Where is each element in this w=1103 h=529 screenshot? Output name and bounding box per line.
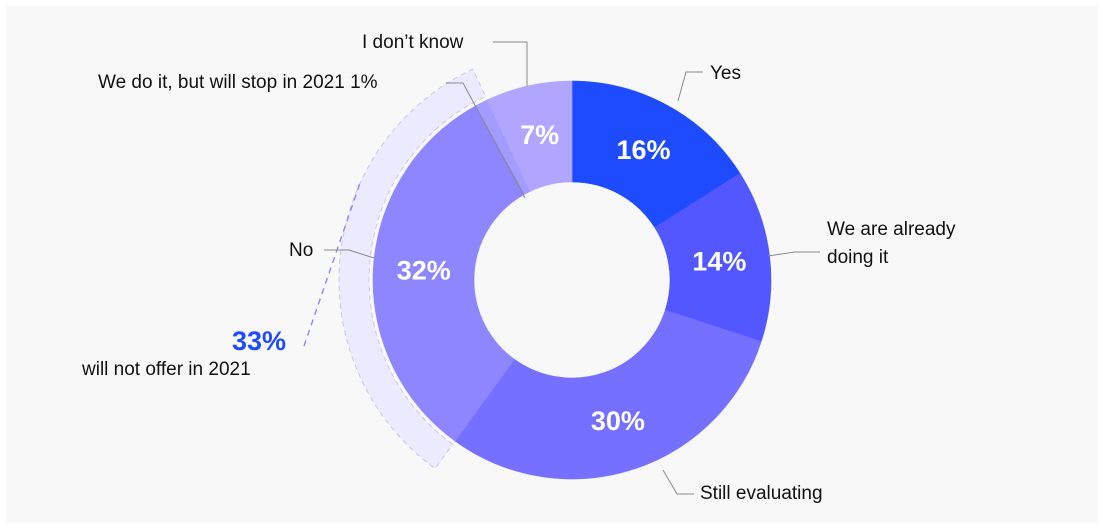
- label-will-stop: We do it, but will stop in 2021 1%: [98, 72, 378, 93]
- label-no: No: [289, 240, 313, 261]
- annotation-value: 33%: [232, 326, 286, 356]
- label-already-line2: doing it: [827, 247, 889, 268]
- label-still-evaluating: Still evaluating: [700, 483, 823, 504]
- leader-yes: [678, 72, 703, 101]
- annotation-text: will not offer in 2021: [81, 359, 251, 380]
- label-yes: Yes: [710, 63, 741, 84]
- chart-panel: 16% 14% 30% 32% 7% Yes We are already doing …: [6, 6, 1098, 523]
- pct-label-dontknow: 7%: [520, 120, 559, 150]
- pct-label-no: 32%: [397, 256, 451, 286]
- slice-evaluating: [455, 310, 761, 479]
- leader-evaluating: [663, 470, 694, 494]
- label-already-line1: We are already: [827, 219, 956, 240]
- pct-label-already: 14%: [692, 246, 746, 276]
- pct-label-evaluating: 30%: [591, 406, 645, 436]
- pct-label-yes: 16%: [617, 135, 671, 165]
- leader-dontknow: [493, 42, 527, 86]
- donut-chart: 16% 14% 30% 32% 7% Yes We are already doing …: [6, 6, 1098, 523]
- leader-already: [768, 252, 820, 256]
- label-dont-know: I don’t know: [362, 32, 464, 53]
